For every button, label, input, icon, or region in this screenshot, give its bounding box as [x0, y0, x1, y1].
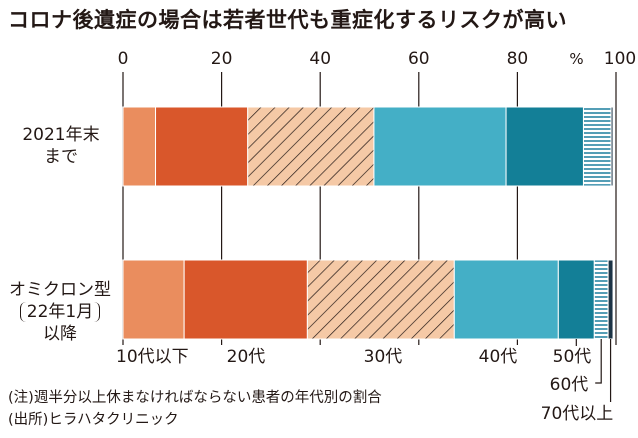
bar-segment-2-2	[183, 259, 308, 340]
bar-segment-1-6	[582, 106, 612, 187]
legend-label-30s: 30代	[364, 347, 403, 367]
x-tick-label: 20	[211, 49, 233, 69]
row-label-omicron-line3: 以降	[43, 324, 77, 344]
chart-title: コロナ後遺症の場合は若者世代も重症化するリスクが高い	[8, 8, 567, 32]
bar-segment-2-3	[306, 259, 455, 340]
row-label-2021-line1: 2021年末	[22, 125, 100, 145]
bar-segment-1-7	[610, 106, 614, 187]
legend-label-10s: 10代以下	[116, 347, 189, 367]
bar-segment-1-3	[247, 106, 375, 187]
x-tick-label: 100	[604, 49, 636, 69]
row-label-omicron: オミクロン型 22年1月 以降	[0, 279, 120, 345]
legend-label-70s: 70代以上	[541, 404, 614, 424]
legend-label-20s: 20代	[227, 347, 266, 367]
x-tick-label: 40	[309, 49, 331, 69]
x-tick-label: 0	[118, 49, 129, 69]
bar-segment-2-1	[122, 259, 185, 340]
bar-segment-1-1	[122, 106, 157, 187]
row-label-omicron-line2: 22年1月	[19, 302, 101, 322]
legend-label-60s: 60代	[550, 375, 589, 395]
legend-label-40s: 40代	[479, 347, 518, 367]
bar-segment-1-4	[373, 106, 507, 187]
legend-label-50s: 50代	[553, 347, 592, 367]
note-text: (注)週半分以上休まなければならない患者の年代別の割合	[8, 390, 382, 406]
source-text: (出所)ヒラハタクリニック	[8, 412, 179, 428]
x-tick-label: 80	[507, 49, 529, 69]
bar-segment-1-5	[505, 106, 584, 187]
x-unit-label: %	[569, 50, 583, 68]
bar-segment-1-2	[155, 106, 249, 187]
leader-line-60s	[595, 339, 602, 384]
row-label-omicron-line1: オミクロン型	[9, 280, 111, 300]
bar-segment-2-4	[453, 259, 559, 340]
bar-segment-2-5	[557, 259, 595, 340]
x-tick-label: 60	[408, 49, 430, 69]
row-label-2021: 2021年末 まで	[4, 124, 118, 168]
bar-segment-2-7	[607, 259, 614, 340]
row-label-2021-line2: まで	[44, 147, 78, 167]
bar-segment-2-6	[593, 259, 609, 340]
